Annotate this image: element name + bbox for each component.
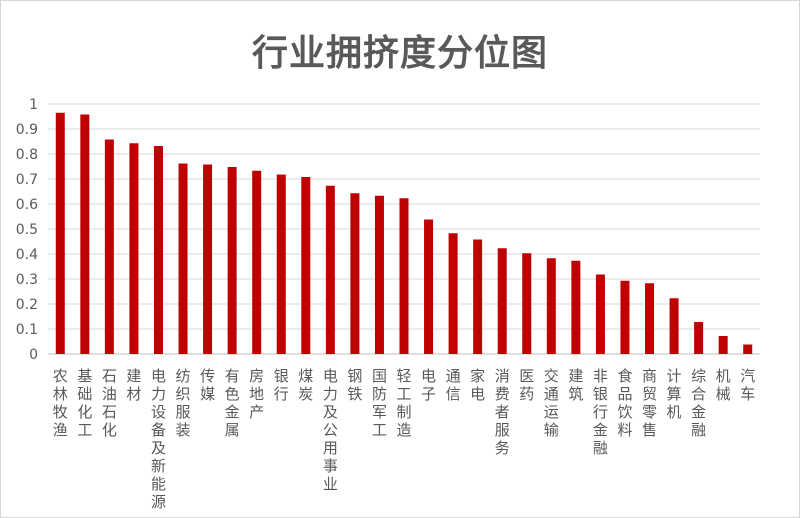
- x-category-label: 计算机: [667, 367, 682, 421]
- bar: [448, 233, 458, 354]
- y-tick-label: 0.2: [16, 297, 38, 313]
- x-category-label: 医药: [519, 367, 534, 403]
- bar: [55, 112, 65, 354]
- bar: [178, 163, 188, 354]
- x-category-label: 传媒: [200, 367, 215, 403]
- x-category-label: 电子: [421, 367, 436, 403]
- bar: [129, 143, 139, 354]
- y-axis-ticks: 0 0.1 0.2 0.3 0.4 0.5 0.6 0.7 0.8 0.9 1: [16, 97, 38, 363]
- bar: [473, 239, 483, 354]
- x-category-label: 消费者服务: [495, 367, 510, 457]
- y-tick-label: 0.5: [16, 222, 38, 238]
- bar: [374, 195, 384, 354]
- x-category-label: 商贸零售: [642, 367, 657, 439]
- bar: [203, 164, 213, 354]
- x-category-label: 纺织服装: [176, 367, 191, 439]
- y-tick-label: 0.7: [16, 172, 38, 188]
- bar: [718, 336, 728, 354]
- bars: [55, 112, 753, 354]
- x-category-label: 钢铁: [347, 367, 362, 403]
- bar: [743, 344, 753, 354]
- y-tick-label: 0.6: [16, 197, 38, 213]
- x-category-label: 石油石化: [102, 367, 117, 439]
- y-tick-label: 0.8: [16, 147, 38, 163]
- x-category-label: 综合金融: [691, 367, 706, 439]
- bar: [571, 260, 581, 354]
- x-category-label: 机械: [716, 367, 731, 403]
- bar: [546, 258, 556, 354]
- x-category-label: 国防军工: [372, 367, 387, 439]
- bar: [522, 253, 532, 354]
- bar: [227, 167, 237, 354]
- bar: [620, 280, 630, 354]
- bar: [497, 248, 507, 354]
- x-category-label: 建材: [126, 367, 141, 403]
- x-category-label: 建筑: [568, 367, 583, 403]
- x-category-label: 银行: [274, 367, 289, 403]
- bar: [325, 185, 335, 354]
- bar: [645, 283, 655, 354]
- bar: [276, 174, 286, 354]
- bar: [301, 177, 311, 354]
- x-category-label: 基础化工: [77, 367, 92, 439]
- x-category-label: 通信: [446, 367, 461, 403]
- x-category-label: 煤炭: [298, 367, 313, 403]
- y-tick-label: 0.1: [16, 322, 38, 338]
- x-category-label: 轻工制造: [396, 367, 411, 439]
- bar: [252, 170, 262, 354]
- x-category-label: 食品饮料: [617, 367, 632, 439]
- bar: [80, 114, 90, 354]
- x-category-label: 有色金属: [225, 367, 240, 439]
- x-category-label: 汽车: [740, 367, 755, 403]
- x-category-label: 农林牧渔: [53, 367, 68, 439]
- y-tick-label: 0.9: [16, 122, 38, 138]
- bar: [104, 139, 114, 354]
- x-category-label: 电力设备及新能源: [151, 367, 166, 511]
- x-category-label: 房地产: [249, 367, 264, 421]
- x-axis-labels: 农林牧渔基础化工石油石化建材电力设备及新能源纺织服装传媒有色金属房地产银行煤炭电…: [53, 367, 755, 511]
- x-category-label: 非银行金融: [593, 367, 608, 457]
- y-tick-label: 0: [29, 347, 38, 363]
- bar: [350, 193, 360, 354]
- bar: [669, 298, 679, 354]
- y-tick-label: 1: [29, 97, 38, 113]
- x-category-label: 交通运输: [544, 367, 559, 439]
- y-tick-label: 0.3: [16, 272, 38, 288]
- bar: [595, 274, 605, 354]
- y-tick-label: 0.4: [16, 247, 38, 263]
- bar: [399, 198, 409, 354]
- x-category-label: 电力及公用事业: [323, 367, 338, 493]
- bar: [694, 322, 704, 354]
- bar: [424, 219, 434, 354]
- bar: [153, 146, 163, 354]
- x-category-label: 家电: [470, 367, 485, 403]
- chart-title: 行业拥挤度分位图: [251, 33, 548, 74]
